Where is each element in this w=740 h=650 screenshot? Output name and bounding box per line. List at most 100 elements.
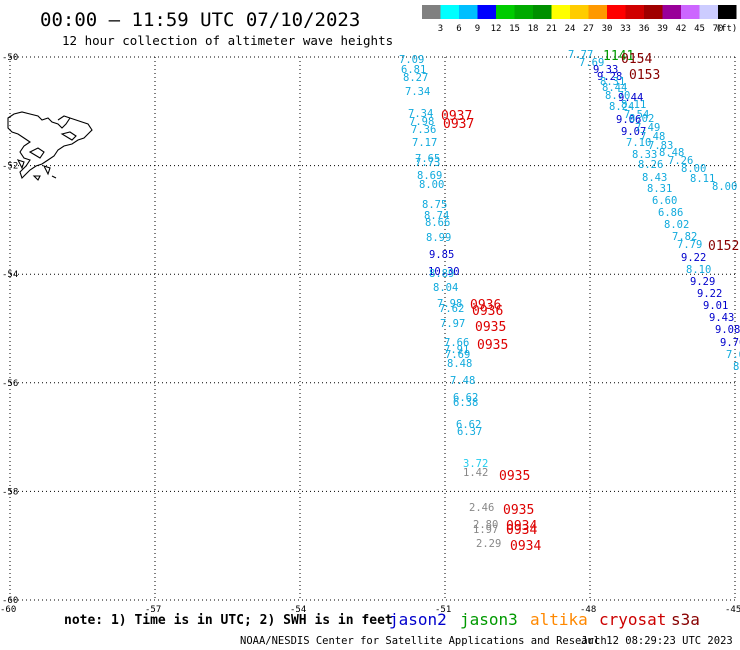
y-tick-label: -56 — [2, 379, 18, 389]
pass-time-labels: 1141015401530937093701520936093609350935… — [441, 49, 739, 554]
wave-height-label: 6.37 — [457, 426, 482, 438]
scale-swatch — [625, 5, 644, 19]
wave-height-label: 1.42 — [463, 467, 488, 479]
wave-height-label: 7.26 — [668, 155, 693, 167]
wave-height-label: 8.02 — [664, 219, 689, 231]
y-tick-label: -50 — [2, 53, 18, 63]
wave-height-label: 9.70 — [720, 337, 740, 349]
pass-time-label: 0937 — [441, 109, 472, 124]
satellite-legend-s3a: s3a — [671, 610, 700, 629]
wave-height-label: 9.01 — [703, 300, 728, 312]
wave-height-label: 8.11 — [690, 173, 715, 185]
wave-height-label: 7.48 — [640, 131, 665, 143]
wave-height-label: 9.29 — [690, 276, 715, 288]
scale-swatch — [570, 5, 589, 19]
wave-height-label: 9.06 — [616, 114, 641, 126]
wave-height-label: 9.33 — [593, 64, 618, 76]
pass-time-label: 0153 — [629, 68, 660, 83]
scale-label: 30 — [602, 24, 613, 34]
scale-label: 45 — [694, 24, 705, 34]
scale-label: 15 — [509, 24, 520, 34]
footer-note: note: 1) Time is in UTC; 2) SWH is in fe… — [64, 613, 393, 628]
x-tick-label: -60 — [0, 605, 16, 615]
scale-swatch — [440, 5, 459, 19]
wave-height-label: 7.73 — [415, 157, 440, 169]
scale-label: 70 — [713, 24, 724, 34]
wave-height-label: 9.08 — [715, 324, 740, 336]
wave-height-label: 8.02 — [629, 113, 654, 125]
pass-time-label: 0936 — [472, 304, 503, 319]
wave-height-label: 6.38 — [453, 397, 478, 409]
wave-height-label: 7.98 — [409, 116, 434, 128]
wave-height-label: 10.30 — [428, 266, 460, 278]
wave-height-label: 3.72 — [463, 458, 488, 470]
wave-height-label: 9.43 — [709, 312, 734, 324]
wave-height-label: 6.60 — [652, 195, 677, 207]
wave-height-label: 8.89 — [429, 268, 454, 280]
scale-label: 18 — [528, 24, 539, 34]
wave-height-label: 8.31 — [647, 183, 672, 195]
scale-label: (ft) — [716, 24, 738, 34]
wave-height-label: 8.00 — [712, 181, 737, 193]
wave-height-label: 8.69 — [417, 170, 442, 182]
wave-height-label: 7.79 — [677, 239, 702, 251]
y-tick-label: -60 — [2, 596, 18, 606]
wave-height-label: 7.6 — [726, 349, 740, 361]
x-tick-label: -54 — [290, 605, 306, 615]
scale-label: 27 — [583, 24, 594, 34]
scale-swatch — [644, 5, 663, 19]
wave-height-label: 8.33 — [632, 149, 657, 161]
scale-swatch — [422, 5, 441, 19]
scale-label: 39 — [657, 24, 668, 34]
wave-height-label: 6.62 — [453, 392, 478, 404]
y-tick-label: -52 — [2, 162, 18, 172]
scale-label: 42 — [676, 24, 687, 34]
wave-height-label: 8.00 — [419, 179, 444, 191]
wave-height-label: 6.81 — [401, 64, 426, 76]
wave-height-label: 7.66 — [444, 337, 469, 349]
wave-height-label: 8.48 — [659, 147, 684, 159]
satellite-legend: jason2 jason3 altika cryosat s3a — [389, 610, 700, 629]
wave-height-label: 8.44 — [602, 82, 627, 94]
wave-height-label: 9.07 — [621, 126, 646, 138]
wave-height-label: 8.31 — [600, 76, 625, 88]
wave-height-label: 8.66 — [425, 217, 450, 229]
wave-height-label: 7.91 — [444, 344, 469, 356]
scale-swatch — [551, 5, 570, 19]
wave-height-label: 8.70 — [605, 90, 630, 102]
y-tick-label: -54 — [2, 270, 18, 280]
wave-height-label: 7.69 — [579, 57, 604, 69]
chart-title: 00:00 – 11:59 UTC 07/10/2023 — [40, 9, 360, 31]
satellite-legend-jason2: jason2 — [389, 610, 447, 629]
scale-label: 36 — [639, 24, 650, 34]
scale-label: 9 — [475, 24, 480, 34]
wave-height-label: 7.34 — [405, 86, 430, 98]
scale-swatch — [681, 5, 700, 19]
wave-height-label: 7.54 — [624, 109, 649, 121]
scale-swatch — [477, 5, 496, 19]
wave-height-label: 7.97 — [440, 318, 465, 330]
scale-swatch — [699, 5, 718, 19]
wave-height-label: 8.48 — [447, 358, 472, 370]
scale-label: 3 — [438, 24, 443, 34]
pass-time-label: 0936 — [470, 298, 501, 313]
pass-time-label: 0937 — [443, 117, 474, 132]
scale-swatch — [533, 5, 552, 19]
wave-height-label: 7.98 — [437, 298, 462, 310]
scale-swatch — [588, 5, 607, 19]
pass-time-label: 0152 — [708, 239, 739, 254]
wave-height-label: 7.48 — [450, 375, 475, 387]
wave-height-label: 8.26 — [638, 159, 663, 171]
wave-height-label: 9.22 — [681, 252, 706, 264]
wave-height-label: 7.49 — [635, 122, 660, 134]
wave-height-label: 8.04 — [433, 282, 458, 294]
scale-label: 6 — [456, 24, 461, 34]
wave-height-label: 2.46 — [469, 502, 494, 514]
chart-subtitle: 12 hour collection of altimeter wave hei… — [62, 33, 393, 48]
wave-height-label: 7.65 — [415, 153, 440, 165]
scale-swatch — [514, 5, 533, 19]
footer-timestamp: Jul 12 08:29:23 UTC 2023 — [581, 635, 733, 647]
wave-height-label: 9.22 — [697, 288, 722, 300]
track-b-wave-heights: 7.777.699.339.288.318.448.709.448.248.11… — [568, 49, 740, 373]
